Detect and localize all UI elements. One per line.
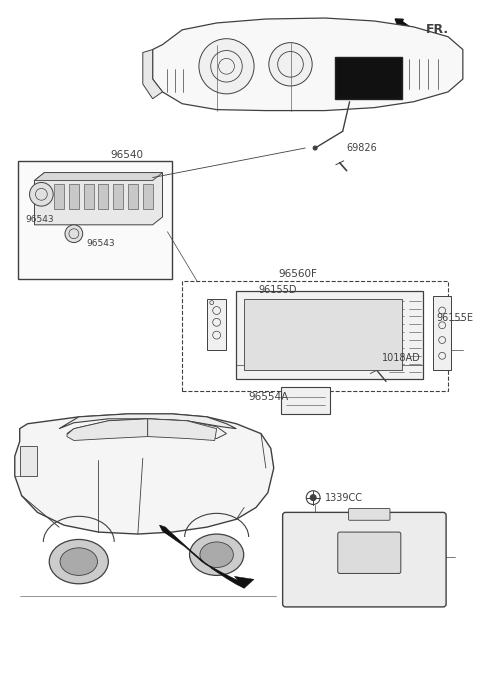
FancyBboxPatch shape xyxy=(348,508,390,520)
Text: 1339CC: 1339CC xyxy=(325,493,363,503)
Bar xyxy=(69,185,79,209)
Polygon shape xyxy=(433,296,451,370)
Text: 96155E: 96155E xyxy=(436,314,473,323)
Ellipse shape xyxy=(60,548,97,576)
Polygon shape xyxy=(159,525,244,588)
Circle shape xyxy=(421,520,435,534)
Text: FR.: FR. xyxy=(425,23,448,36)
Polygon shape xyxy=(143,49,163,99)
Text: 96543: 96543 xyxy=(25,215,54,224)
Circle shape xyxy=(30,182,53,206)
Circle shape xyxy=(71,554,87,569)
Text: 95770J: 95770J xyxy=(389,517,425,528)
Polygon shape xyxy=(148,419,216,440)
FancyArrow shape xyxy=(395,19,416,34)
Text: 96560F: 96560F xyxy=(279,269,318,279)
Text: 96155D: 96155D xyxy=(258,285,297,295)
Polygon shape xyxy=(153,18,463,110)
Polygon shape xyxy=(67,419,227,438)
Circle shape xyxy=(269,43,312,86)
Bar xyxy=(18,161,172,279)
Bar xyxy=(20,447,37,476)
FancyBboxPatch shape xyxy=(283,512,446,607)
Text: 96540: 96540 xyxy=(110,150,144,160)
Ellipse shape xyxy=(190,534,244,576)
Ellipse shape xyxy=(200,542,233,567)
Polygon shape xyxy=(236,291,423,379)
Polygon shape xyxy=(67,419,148,440)
Circle shape xyxy=(293,520,307,534)
Polygon shape xyxy=(15,414,274,534)
Polygon shape xyxy=(35,173,163,180)
Text: 69826: 69826 xyxy=(347,143,377,153)
Circle shape xyxy=(293,587,307,601)
Polygon shape xyxy=(35,173,163,225)
Bar xyxy=(244,298,402,370)
Circle shape xyxy=(310,495,316,501)
FancyBboxPatch shape xyxy=(338,532,401,573)
Bar xyxy=(84,185,94,209)
Polygon shape xyxy=(59,414,236,429)
Bar xyxy=(98,185,108,209)
Text: 96554A: 96554A xyxy=(248,392,288,402)
Circle shape xyxy=(65,225,83,243)
Polygon shape xyxy=(281,388,330,414)
Bar xyxy=(54,185,64,209)
Text: 1018AD: 1018AD xyxy=(382,353,421,363)
Polygon shape xyxy=(207,298,227,350)
Bar xyxy=(113,185,123,209)
FancyBboxPatch shape xyxy=(335,58,402,99)
Circle shape xyxy=(199,38,254,94)
Ellipse shape xyxy=(49,539,108,584)
Circle shape xyxy=(313,146,317,150)
Polygon shape xyxy=(234,576,254,588)
Bar xyxy=(143,185,153,209)
Text: 96543: 96543 xyxy=(87,239,115,248)
Bar xyxy=(182,281,448,391)
Circle shape xyxy=(421,587,435,601)
Circle shape xyxy=(210,548,224,562)
Bar xyxy=(128,185,138,209)
